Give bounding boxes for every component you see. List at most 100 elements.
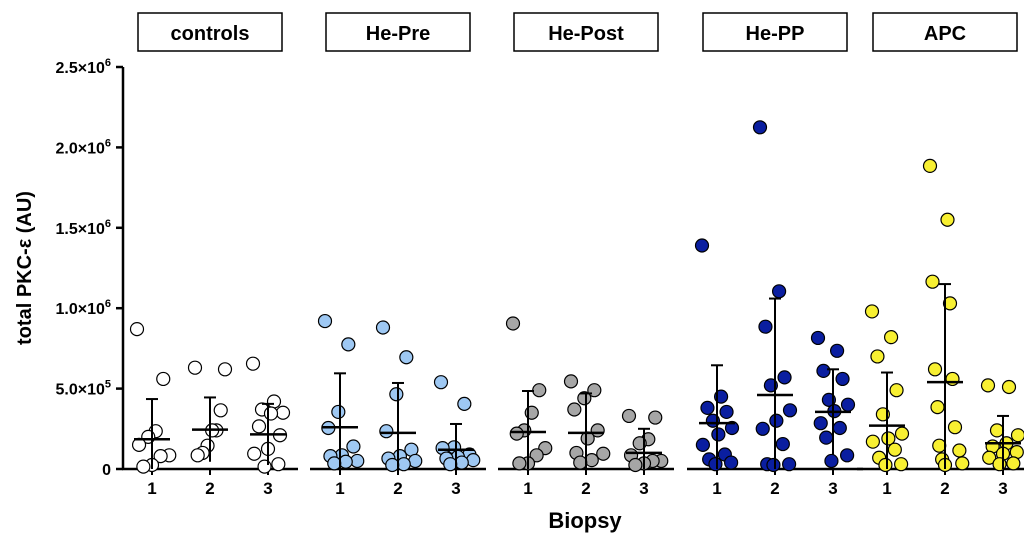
data-point <box>866 305 879 318</box>
data-point <box>380 425 393 438</box>
x-tick-label: 2 <box>393 479 402 498</box>
data-point <box>866 435 879 448</box>
data-point <box>879 458 892 471</box>
data-point <box>841 449 854 462</box>
data-point <box>444 458 457 471</box>
data-point <box>754 121 767 134</box>
data-point <box>1007 457 1020 470</box>
data-point <box>767 458 780 471</box>
y-tick-label: 5.0×105 <box>55 379 111 399</box>
data-point <box>131 323 144 336</box>
data-point <box>189 361 202 374</box>
data-point <box>219 363 232 376</box>
data-point <box>776 438 789 451</box>
data-point <box>458 397 471 410</box>
data-point <box>953 444 966 457</box>
y-tick-label: 2.0×106 <box>55 137 111 157</box>
data-point <box>756 422 769 435</box>
data-point <box>871 350 884 363</box>
group-apc: 1 2 3 <box>857 159 1024 498</box>
data-point <box>709 458 722 471</box>
y-tick-label: 1.5×106 <box>55 218 111 238</box>
x-tick-label: 2 <box>770 479 779 498</box>
x-tick-label: 2 <box>581 479 590 498</box>
x-tick-label: 2 <box>940 479 949 498</box>
data-point <box>253 420 266 433</box>
data-point <box>924 159 937 172</box>
data-point <box>247 357 260 370</box>
group-header-label: controls <box>171 23 250 45</box>
x-tick-label: 3 <box>998 479 1007 498</box>
data-point <box>390 388 403 401</box>
data-point <box>817 364 830 377</box>
data-point <box>814 417 827 430</box>
data-point <box>585 454 598 467</box>
data-point <box>319 315 332 328</box>
data-point <box>258 460 271 473</box>
data-point <box>565 375 578 388</box>
x-tick-label: 1 <box>147 479 156 498</box>
group-he-pre: 1 2 3 <box>310 315 486 498</box>
data-point <box>510 427 523 440</box>
x-tick-label: 1 <box>712 479 721 498</box>
data-point <box>272 458 285 471</box>
data-point <box>842 398 855 411</box>
data-point <box>435 376 448 389</box>
y-tick-label: 0 <box>102 462 111 479</box>
data-point <box>342 338 355 351</box>
data-point <box>956 457 969 470</box>
x-tick-label: 1 <box>882 479 891 498</box>
data-point <box>277 406 290 419</box>
group-header-label: He-Pre <box>366 23 430 45</box>
y-tick-label: 2.5×106 <box>55 57 111 77</box>
data-point <box>328 457 341 470</box>
group-controls: 1 2 3 <box>122 323 298 498</box>
data-point <box>896 427 909 440</box>
data-point <box>926 275 939 288</box>
data-point <box>812 331 825 344</box>
data-point <box>885 331 898 344</box>
data-point <box>191 449 204 462</box>
data-point <box>467 454 480 467</box>
data-point <box>778 371 791 384</box>
data-point <box>993 458 1006 471</box>
data-point <box>701 401 714 414</box>
data-point <box>268 395 281 408</box>
data-point <box>1012 429 1024 442</box>
data-point <box>991 424 1004 437</box>
x-axis-label: Biopsy <box>548 508 622 533</box>
data-point <box>696 239 709 252</box>
data-point <box>339 455 352 468</box>
x-tick-label: 1 <box>335 479 344 498</box>
data-point <box>888 443 901 456</box>
data-point <box>533 384 546 397</box>
data-point <box>833 421 846 434</box>
data-point <box>825 454 838 467</box>
data-point <box>946 372 959 385</box>
x-tick-label: 2 <box>205 479 214 498</box>
data-point <box>1003 380 1016 393</box>
data-point <box>386 458 399 471</box>
data-point <box>265 407 278 420</box>
x-tick-label: 3 <box>263 479 272 498</box>
data-point <box>597 447 610 460</box>
data-point <box>836 372 849 385</box>
data-point <box>770 414 783 427</box>
data-point <box>783 458 796 471</box>
data-point <box>649 411 662 424</box>
data-point <box>773 285 786 298</box>
data-point <box>629 458 642 471</box>
data-point <box>929 363 942 376</box>
data-point <box>720 405 733 418</box>
data-point <box>933 439 946 452</box>
x-tick-label: 3 <box>451 479 460 498</box>
data-point <box>949 421 962 434</box>
data-point <box>137 460 150 473</box>
group-header-label: He-PP <box>746 23 805 45</box>
data-point <box>248 447 261 460</box>
x-tick-label: 1 <box>523 479 532 498</box>
